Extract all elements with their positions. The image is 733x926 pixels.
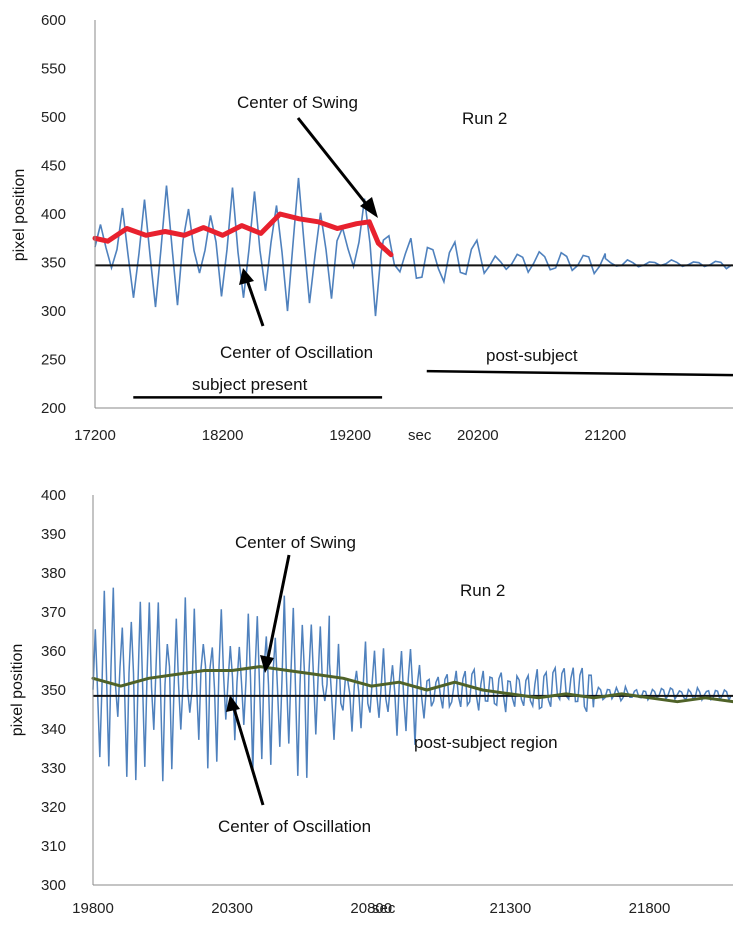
- x-tick-label: 19800: [72, 900, 114, 917]
- y-tick-label: 360: [41, 643, 66, 660]
- x-tick-label: 18200: [202, 427, 244, 444]
- center-of-swing-series-1: [92, 211, 394, 258]
- y-tick-label: 250: [41, 352, 66, 369]
- y-tick-label: 600: [41, 12, 66, 29]
- y-axis-label-2: pixel position: [9, 644, 26, 737]
- y-tick-label: 400: [41, 206, 66, 223]
- y-axis-label-1: pixel position: [11, 169, 28, 262]
- x-tick-label: 19200: [329, 427, 371, 444]
- y-tick-label: 380: [41, 565, 66, 582]
- annotation-center-of-swing-1: Center of Swing: [237, 93, 358, 112]
- y-tick-label: 200: [41, 400, 66, 417]
- x-tick-label: 21800: [629, 900, 671, 917]
- y-tick-label: 320: [41, 799, 66, 816]
- y-tick-label: 500: [41, 109, 66, 126]
- x-tick-label: 21200: [585, 427, 627, 444]
- annotation-run-1: Run 2: [462, 109, 507, 128]
- y-tick-label: 350: [41, 255, 66, 272]
- y-tick-label: 310: [41, 838, 66, 855]
- x-tick-label: 20200: [457, 427, 499, 444]
- x-axis-unit-2: sec: [372, 900, 396, 917]
- annotation-run-2: Run 2: [460, 581, 505, 600]
- annotation-center-of-oscillation-2: Center of Oscillation: [218, 817, 371, 836]
- chart-2: 300 310 320 330 340 350 360 370 380 390 400 19800 2…: [9, 487, 733, 917]
- y-tick-label: 390: [41, 526, 66, 543]
- annotation-post-subject: post-subject: [486, 346, 578, 365]
- y-tick-label: 370: [41, 604, 66, 621]
- y-tick-labels-1: 200 250 300 350 400 450 500 550 600: [41, 12, 66, 417]
- x-axis-unit-1: sec: [408, 427, 432, 444]
- y-tick-label: 300: [41, 877, 66, 894]
- segment-marker-line: [426, 369, 733, 377]
- x-tick-label: 17200: [74, 427, 116, 444]
- y-tick-label: 300: [41, 303, 66, 320]
- y-tick-label: 400: [41, 487, 66, 504]
- x-tick-label: 20800: [350, 900, 392, 917]
- annotation-subject-present: subject present: [192, 375, 308, 394]
- chart-1: 200 250 300 350 400 450 500 550 600 17200 18200 19…: [11, 12, 733, 444]
- annotation-center-of-swing-2: Center of Swing: [235, 533, 356, 552]
- arrow-center-of-swing-2: [260, 554, 291, 673]
- arrow-center-of-oscillation-1: [239, 268, 265, 327]
- annotation-post-subject-region: post-subject region: [414, 733, 558, 752]
- x-tick-labels-2: 19800 20300 20800 21300 21800: [72, 900, 670, 917]
- y-tick-label: 550: [41, 61, 66, 78]
- y-tick-label: 340: [41, 721, 66, 738]
- arrow-center-of-oscillation-2: [226, 695, 265, 806]
- x-tick-label: 21300: [490, 900, 532, 917]
- oscillation-line: [94, 177, 733, 317]
- oscillation-series-1: [94, 177, 733, 317]
- y-tick-label: 330: [41, 760, 66, 777]
- segment-markers-1: [133, 369, 733, 399]
- arrow-center-of-swing-1: [296, 117, 378, 218]
- y-tick-label: 350: [41, 682, 66, 699]
- y-tick-labels-2: 300 310 320 330 340 350 360 370 380 390 400: [41, 487, 66, 894]
- annotation-center-of-oscillation-1: Center of Oscillation: [220, 343, 373, 362]
- x-tick-label: 20300: [211, 900, 253, 917]
- y-tick-label: 450: [41, 158, 66, 175]
- x-tick-labels-1: 17200 18200 19200 20200 21200: [74, 427, 626, 444]
- center-of-swing-series-2: [91, 665, 733, 704]
